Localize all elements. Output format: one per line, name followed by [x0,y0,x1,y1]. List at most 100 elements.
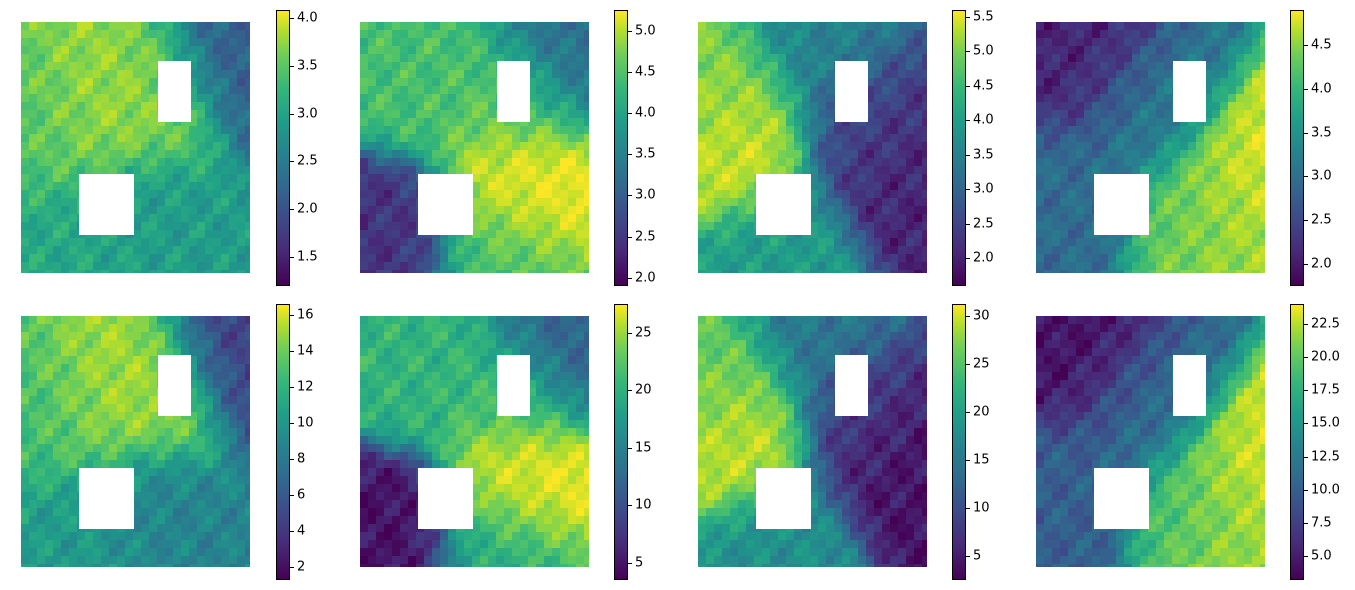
heatmap-cell [1196,222,1205,231]
heatmap-cell [754,118,763,127]
heatmap-cell [1036,62,1045,71]
heatmap-cell [61,230,70,239]
heatmap-cell [1196,30,1205,39]
heatmap-cell [432,372,441,381]
heatmap-cell [61,254,70,263]
heatmap-cell [722,246,731,255]
heatmap-cell [157,38,166,47]
heatmap-cell [125,134,134,143]
heatmap-cell [237,452,246,461]
heatmap-cell [392,214,401,223]
heatmap-cell [1036,190,1045,199]
heatmap-cell [738,126,747,135]
heatmap-cell [544,150,553,159]
heatmap-cell [21,420,30,429]
heatmap-cell [165,476,174,485]
heatmap-cell [1228,110,1237,119]
heatmap-cell [101,246,110,255]
heatmap-cell [21,484,30,493]
colorbar-tick [628,277,632,279]
heatmap-cell [1036,270,1045,273]
heatmap-cell [424,30,433,39]
heatmap-cell [536,262,545,271]
heatmap-cell [826,22,835,31]
heatmap-cell [189,150,198,159]
heatmap-cell [874,126,883,135]
heatmap-cell [141,118,150,127]
heatmap-cell [368,30,377,39]
heatmap-cell [1044,134,1053,143]
heatmap-cell [1100,22,1109,31]
heatmap-cell [914,174,923,183]
heatmap-cell [504,348,513,357]
heatmap-cell [45,206,54,215]
heatmap-cell [1132,38,1141,47]
heatmap-cell [221,388,230,397]
colorbar-tick-label: 2.5 [635,229,656,245]
heatmap-cell [133,348,142,357]
heatmap-cell [826,206,835,215]
heatmap-cell [408,158,417,167]
heatmap-cell [504,246,513,255]
heatmap-cell [432,246,441,255]
heatmap-cell [45,324,54,333]
heatmap-cell [1236,198,1245,207]
heatmap-cell [464,270,473,273]
heatmap-cell [456,254,465,263]
heatmap-cell [360,142,369,151]
heatmap-cell [416,254,425,263]
heatmap-cell [37,158,46,167]
heatmap-cell [1140,262,1149,271]
heatmap-cell [69,516,78,525]
heatmap-cell [376,230,385,239]
heatmap-cell [488,340,497,349]
heatmap-cell [101,324,110,333]
heatmap-cell [1236,94,1245,103]
heatmap-cell [141,150,150,159]
heatmap-cell [914,246,923,255]
heatmap-cell [101,556,110,565]
heatmap-cell [786,94,795,103]
heatmap-cell [53,214,62,223]
heatmap-cell [368,254,377,263]
heatmap-cell [432,324,441,333]
heatmap-cell [850,150,859,159]
heatmap-cell [432,110,441,119]
heatmap-cell [1180,230,1189,239]
heatmap-cell [922,102,927,111]
heatmap-cell [1044,78,1053,87]
heatmap-cell [133,150,142,159]
heatmap-cell [61,54,70,63]
heatmap-cell [754,150,763,159]
heatmap-cell [906,62,915,71]
heatmap-cell [93,540,102,549]
heatmap-cell [898,214,907,223]
heatmap-cell [1156,118,1165,127]
heatmap-cell [1188,158,1197,167]
heatmap-cell [520,190,529,199]
masked-region [835,61,868,122]
heatmap-cell [568,30,577,39]
heatmap-cell [424,254,433,263]
heatmap-cell [1116,78,1125,87]
heatmap-cell [213,262,222,271]
heatmap-cell [440,126,449,135]
heatmap-cell [237,340,246,349]
heatmap-cell [906,182,915,191]
heatmap-cell [21,556,30,565]
heatmap-cell [1252,230,1261,239]
heatmap-cell [714,30,723,39]
heatmap-cell [698,94,707,103]
heatmap-cell [197,142,206,151]
heatmap-cell [229,388,238,397]
heatmap-cell [778,78,787,87]
heatmap-cell [376,62,385,71]
heatmap-cell [213,444,222,453]
heatmap-cell [149,86,158,95]
heatmap-cell [560,22,569,31]
heatmap-cell [237,460,246,469]
heatmap-cell [189,324,198,333]
heatmap-cell [1148,70,1157,79]
heatmap-cell [1068,270,1077,273]
heatmap-cell [1212,126,1221,135]
